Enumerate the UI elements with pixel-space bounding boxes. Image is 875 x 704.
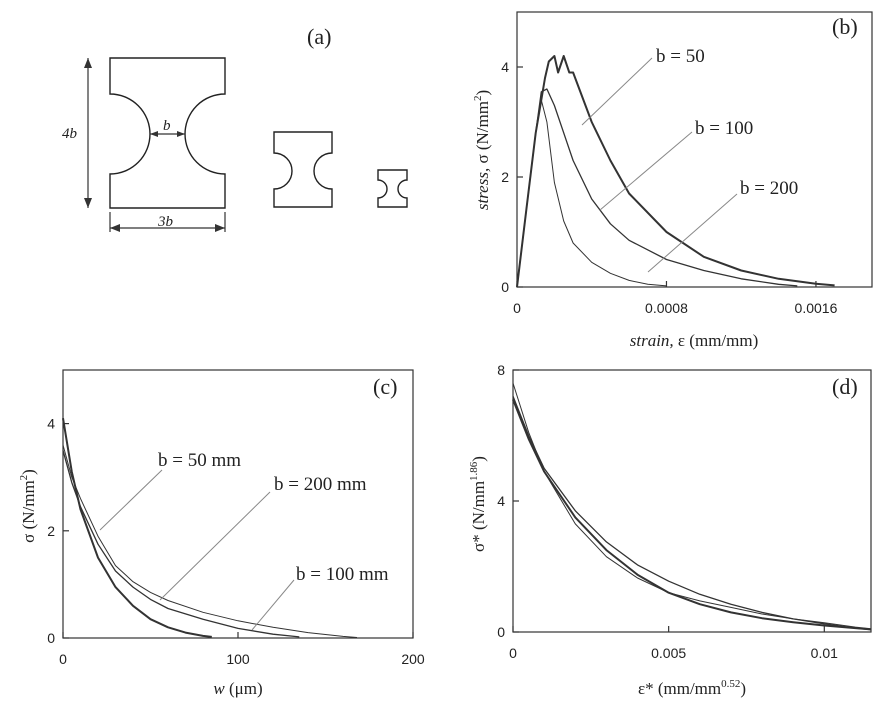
- plot-c-ytick-label: 4: [47, 416, 55, 432]
- panel-d: 0 0.005 0.01 0 4 8 (d) ε* (mm/mm0.52) σ* (N/m…: [468, 362, 872, 698]
- plot-c-annotation-200: b = 200 mm: [274, 474, 367, 495]
- specimen-medium: [273, 131, 333, 208]
- panel-a-label: (a): [307, 24, 331, 49]
- plot-b-annotation-50: b = 50: [656, 46, 705, 67]
- plot-c-lines: [62, 418, 358, 638]
- ligament-dimension-label: b: [163, 118, 171, 134]
- plot-c-xlabel: w (μm): [213, 679, 262, 698]
- plot-b-ytick-label: 0: [501, 279, 509, 295]
- plot-b-xtick-label: 0: [513, 300, 521, 316]
- ligament-arrow-right: [177, 131, 185, 137]
- plot-d-xtick-label: 0.005: [651, 645, 686, 661]
- plot-c-annotation-100: b = 100 mm: [296, 564, 389, 585]
- specimen-large: [109, 57, 226, 209]
- specimen-small: [377, 169, 408, 208]
- plot-c-ticks: 0 100 200 0 2 4: [47, 416, 425, 667]
- plot-b-ticks: 0 0.0008 0.0016 0 2 4: [501, 59, 837, 316]
- height-arrow-top: [84, 58, 92, 68]
- plot-c-series-line: [62, 450, 300, 638]
- panel-a: (a) 4b b 3b: [62, 24, 408, 232]
- plot-b-ylabel: stress, σ (N/mm2): [472, 90, 492, 210]
- plot-d-series-line: [512, 395, 872, 631]
- height-dimension-label: 4b: [62, 126, 78, 142]
- panel-c: 0 100 200 0 2 4 (c) w (μm) σ (N/mm2) b = 50 m…: [18, 369, 425, 698]
- plot-d-xtick-label: 0.01: [811, 645, 838, 661]
- ligament-arrow-left: [150, 131, 158, 137]
- plot-b-lines: [516, 55, 835, 288]
- plot-d-ylabel: σ* (N/mm1.86): [468, 456, 488, 552]
- plot-b-leader-200: [647, 193, 738, 273]
- plot-c-xtick-label: 100: [226, 651, 250, 667]
- plot-c-ylabel: σ (N/mm2): [18, 469, 38, 543]
- plot-d-series-line: [512, 382, 872, 630]
- plot-b-xlabel: strain, ε (mm/mm): [630, 331, 759, 350]
- plot-d-frame: [512, 369, 872, 633]
- plot-c-frame: [62, 369, 414, 639]
- plot-c-ytick-label: 0: [47, 630, 55, 646]
- plot-d-ytick-label: 4: [497, 493, 505, 509]
- panel-d-label: (d): [832, 374, 858, 399]
- plot-b-ytick-label: 2: [501, 169, 509, 185]
- plot-d-series-line: [512, 399, 872, 631]
- plot-d-lines: [512, 382, 872, 631]
- plot-d-xtick-label: 0: [509, 645, 517, 661]
- width-arrow-left: [110, 224, 120, 232]
- plot-b-annotation-200: b = 200: [740, 178, 798, 199]
- plot-c-xtick-label: 0: [59, 651, 67, 667]
- plot-d-ytick-label: 8: [497, 362, 505, 378]
- plot-b-xtick-label: 0.0016: [795, 300, 838, 316]
- plot-c-leader-50: [99, 469, 163, 531]
- plot-b-series-line: [516, 99, 667, 288]
- plot-c-ytick-label: 2: [47, 523, 55, 539]
- plot-b-series-line: [516, 55, 835, 288]
- plot-b-ytick-label: 4: [501, 59, 509, 75]
- plot-c-leader-100: [251, 579, 295, 631]
- plot-c-xtick-label: 200: [401, 651, 425, 667]
- width-arrow-right: [215, 224, 225, 232]
- plot-d-xlabel: ε* (mm/mm0.52): [638, 678, 746, 698]
- panel-c-label: (c): [373, 374, 397, 399]
- width-dimension-label: 3b: [157, 214, 174, 230]
- plot-b-frame: [516, 11, 873, 288]
- height-arrow-bottom: [84, 198, 92, 208]
- plot-b-annotation-100: b = 100: [695, 118, 753, 139]
- plot-b-leader-100: [599, 131, 693, 211]
- plot-b-xtick-label: 0.0008: [645, 300, 688, 316]
- plot-d-ytick-label: 0: [497, 624, 505, 640]
- plot-c-annotation-50: b = 50 mm: [158, 450, 241, 471]
- panel-b: 0 0.0008 0.0016 0 2 4 (b) strain, ε (mm/mm) s…: [472, 11, 873, 350]
- plot-c-series-line: [62, 444, 358, 638]
- panel-b-label: (b): [832, 14, 858, 39]
- plot-c-leader-200: [159, 491, 271, 601]
- plot-b-leader-50: [581, 57, 653, 126]
- plot-d-ticks: 0 0.005 0.01 0 4 8: [497, 362, 838, 661]
